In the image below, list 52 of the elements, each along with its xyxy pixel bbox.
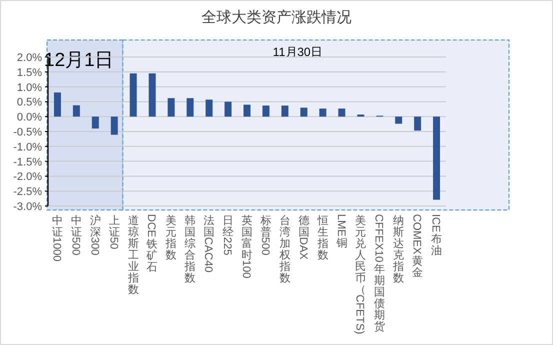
x-tick-label: 道琼斯工业指数 — [126, 215, 139, 296]
bar — [206, 100, 213, 117]
y-tick-label: 0.0% — [16, 112, 42, 124]
x-tick-label: LME铜 — [334, 214, 348, 250]
bar — [281, 106, 288, 117]
bar — [414, 116, 422, 131]
y-tick-label: 0.5% — [16, 96, 42, 109]
bar — [92, 116, 99, 129]
bar — [168, 98, 175, 117]
x-tick-label: 标普500 — [258, 215, 272, 256]
bar — [186, 98, 194, 117]
bar — [224, 102, 232, 117]
y-tick-label: -3.0% — [13, 201, 42, 213]
bar — [110, 116, 118, 135]
x-tick-label: COMEX黄金 — [410, 214, 424, 279]
bar — [395, 116, 402, 124]
chart-title: 全球大类资产涨跌情况 — [202, 9, 352, 26]
y-tick-label: -1.5% — [13, 156, 42, 168]
bar — [130, 73, 137, 117]
x-tick-label: 德国DAX — [296, 215, 310, 260]
x-tick-label: 上证50 — [107, 214, 120, 250]
x-tick-label: 中证500 — [69, 214, 82, 256]
x-tick-label: 恒生指数 — [316, 215, 328, 262]
x-tick-label: 韩国综合指数 — [184, 214, 196, 284]
bar — [72, 105, 80, 117]
y-tick-label: -2.0% — [13, 171, 42, 184]
bar — [262, 106, 270, 117]
y-tick-label: 1.0% — [16, 82, 42, 94]
x-tick-label: 法国CAC40 — [202, 214, 215, 272]
y-tick-label: -0.5% — [13, 126, 42, 138]
bar — [300, 108, 308, 117]
x-tick-label: 中证1000 — [50, 214, 63, 262]
x-tick-label: 沪深300 — [88, 214, 101, 256]
category-label: 美元兑人民币（CFETS) — [354, 215, 366, 334]
y-tick-label: -1.0% — [13, 141, 42, 154]
x-tick-label: 英国富时100 — [240, 214, 252, 278]
bar — [433, 116, 440, 200]
y-tick-label: 1.5% — [16, 66, 42, 79]
x-tick-label: 日经225 — [221, 215, 234, 256]
x-tick-label: 纳斯达克指数 — [392, 215, 404, 284]
x-tick-label: 台湾加权指数 — [278, 214, 290, 284]
bar — [54, 92, 61, 117]
bar — [319, 108, 326, 117]
category-label: CFFEX10年期国债期货 — [372, 214, 386, 333]
bar — [338, 108, 346, 117]
bar — [148, 73, 156, 117]
x-tick-label: 美元指数 — [164, 214, 177, 262]
x-tick-label: DCE铁矿石 — [145, 214, 158, 274]
y-tick-label: 2.0% — [16, 52, 42, 64]
bar — [244, 104, 250, 117]
y-tick-label: -2.5% — [13, 186, 42, 198]
x-tick-label: ICE布油 — [430, 214, 442, 257]
